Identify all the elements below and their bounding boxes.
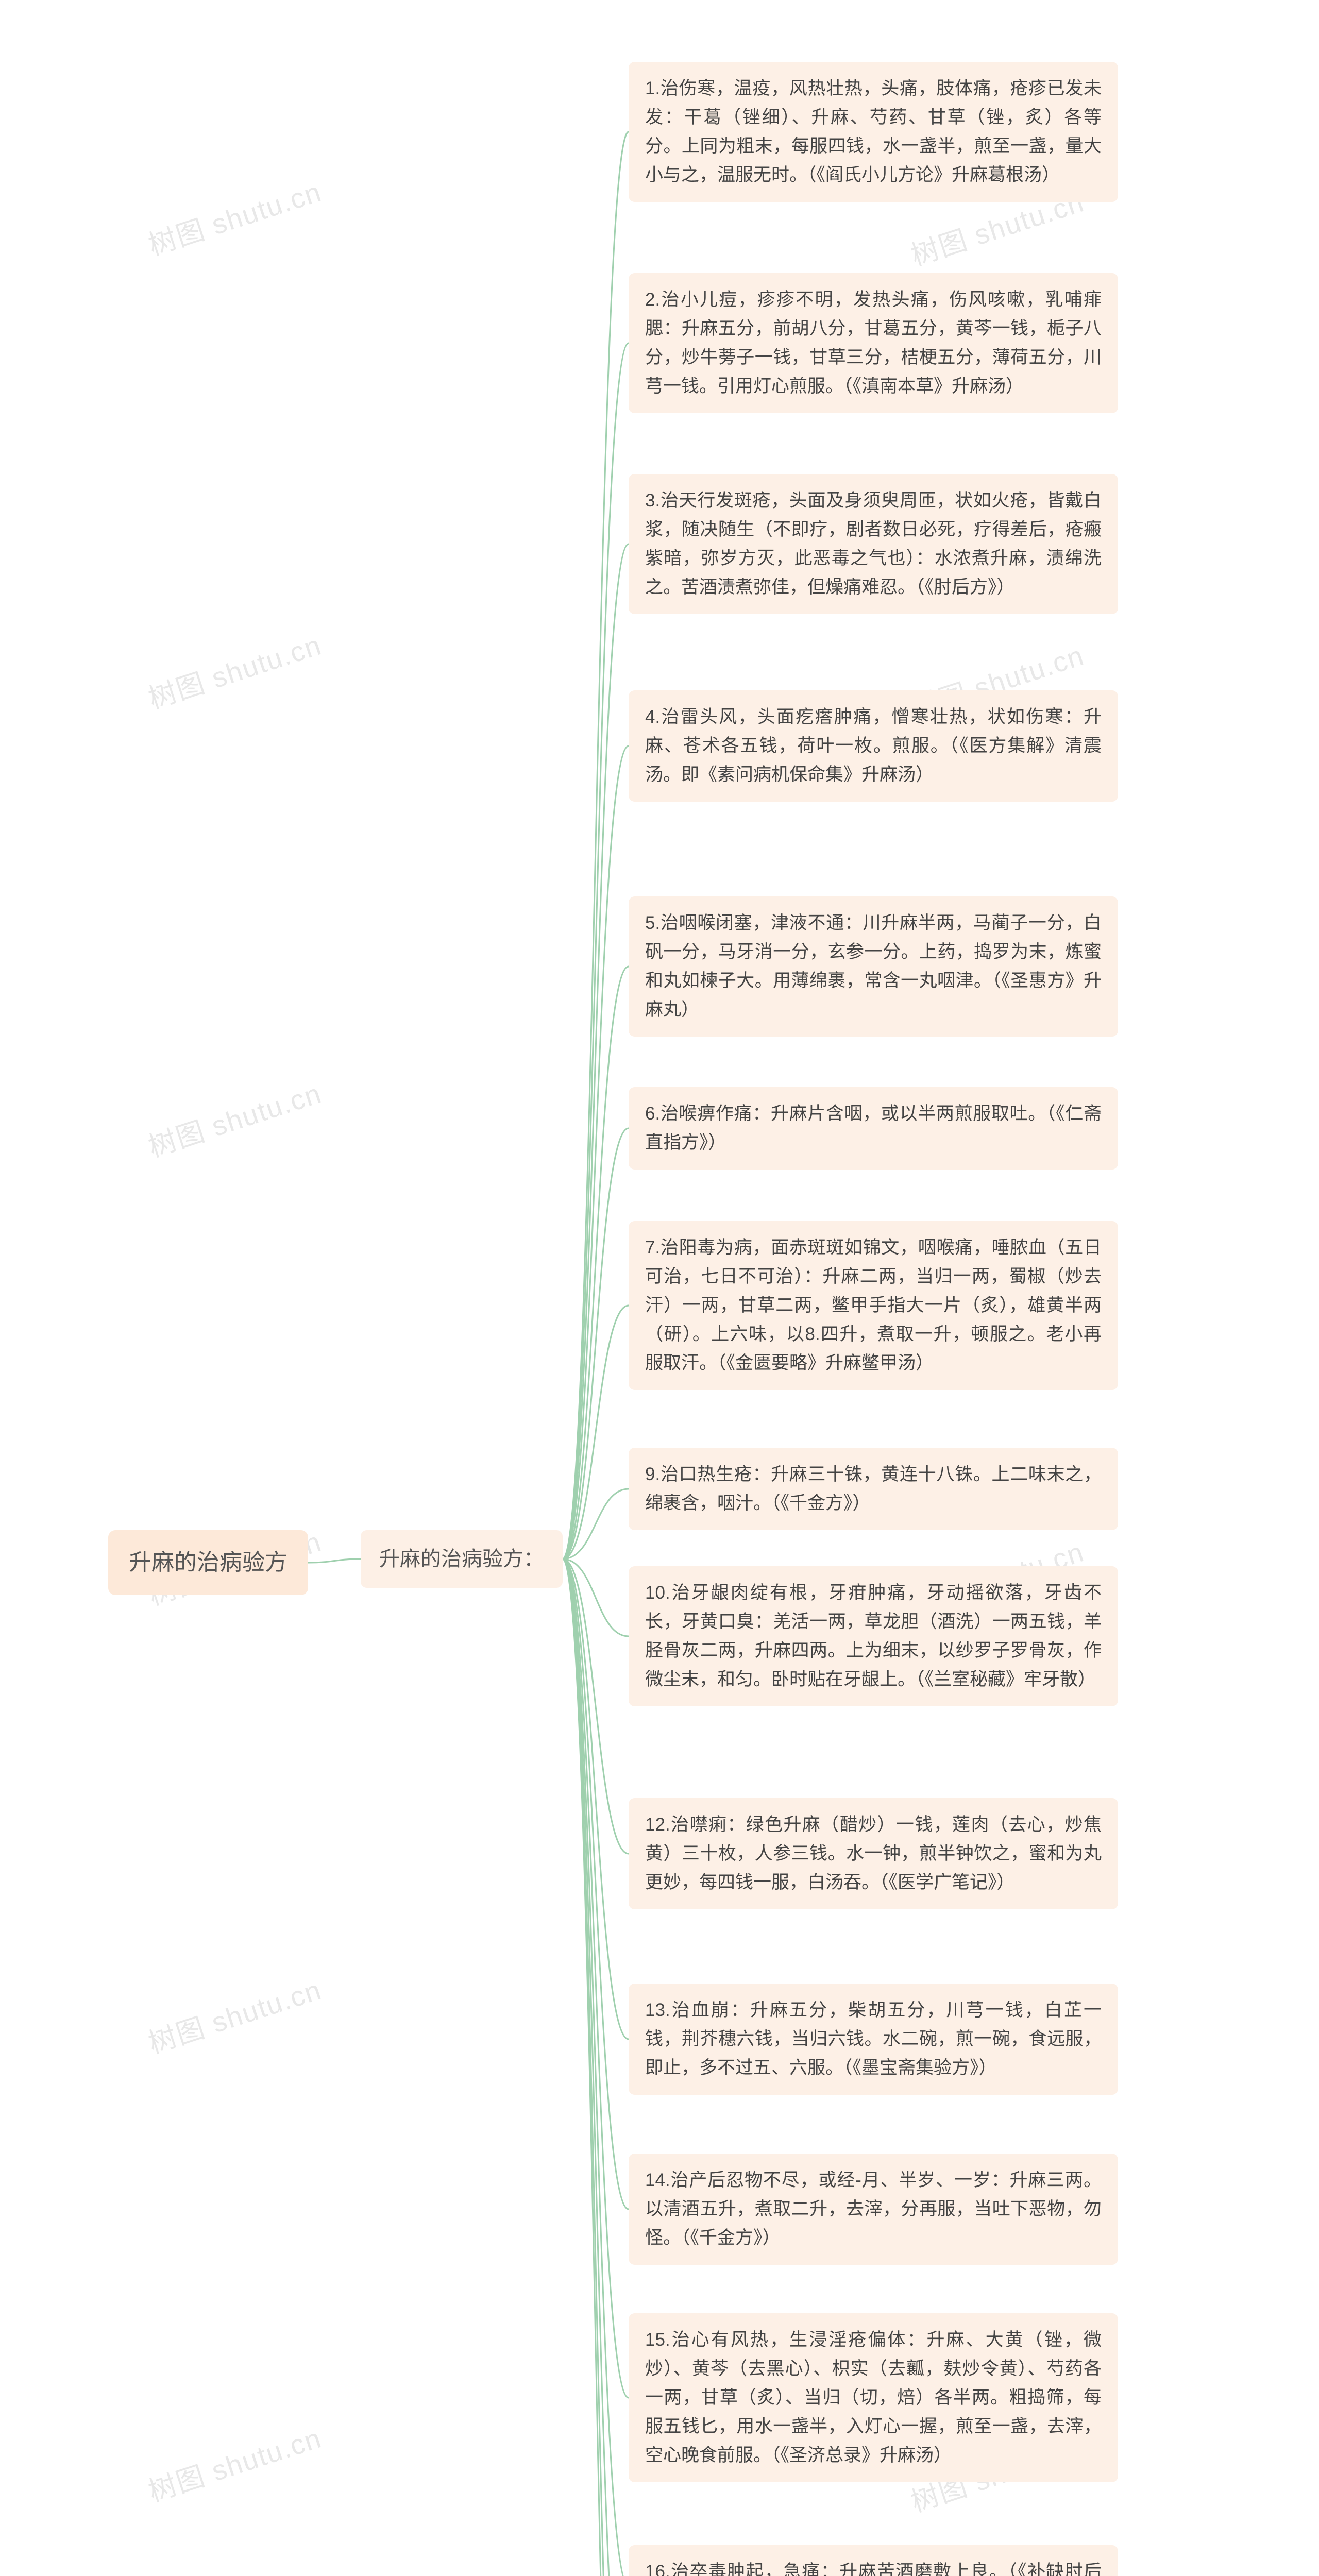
mindmap-leaf-node: 4.治雷头风，头面疙瘩肿痛，憎寒壮热，状如伤寒：升麻、苍术各五钱，荷叶一枚。煎服…: [629, 690, 1118, 802]
watermark-text: 树图 shutu.cn: [142, 1967, 326, 2061]
mindmap-leaf-node: 16.治卒毒肿起，急痛：升麻苦酒磨敷上良。（《补缺肘后方》）: [629, 2545, 1118, 2576]
watermark-text: 树图 shutu.cn: [142, 169, 326, 263]
mindmap-leaf-node: 9.治口热生疮：升麻三十铢，黄连十八铢。上二味末之，绵裹含，咽汁。（《千金方》）: [629, 1448, 1118, 1530]
mindmap-leaf-node: 5.治咽喉闭塞，津液不通：川升麻半两，马蔺子一分，白矾一分，马牙消一分，玄参一分…: [629, 896, 1118, 1037]
mindmap-mid-node: 升麻的治病验方：: [361, 1530, 563, 1588]
mindmap-leaf-node: 12.治噤痢：绿色升麻（醋炒）一钱，莲肉（去心，炒焦黄）三十枚，人参三钱。水一钟…: [629, 1798, 1118, 1909]
watermark-text: 树图 shutu.cn: [142, 1071, 326, 1165]
root-label: 升麻的治病验方: [129, 1550, 288, 1575]
mid-label: 升麻的治病验方：: [379, 1548, 544, 1570]
mindmap-leaf-node: 2.治小儿痘，疹疹不明，发热头痛，伤风咳嗽，乳哺痱腮：升麻五分，前胡八分，甘葛五…: [629, 273, 1118, 413]
mindmap-leaf-node: 10.治牙龈肉绽有根，牙疳肿痛，牙动摇欲落，牙齿不长，牙黄口臭：羌活一两，草龙胆…: [629, 1566, 1118, 1706]
mindmap-leaf-node: 6.治喉痹作痛：升麻片含咽，或以半两煎服取吐。（《仁斋直指方》）: [629, 1087, 1118, 1170]
watermark-text: 树图 shutu.cn: [142, 2415, 326, 2510]
mindmap-canvas: { "watermark_text": "树图 shutu.cn", "root…: [0, 0, 1319, 2576]
mindmap-leaf-node: 13.治血崩：升麻五分，柴胡五分，川芎一钱，白芷一钱，荆芥穗六钱，当归六钱。水二…: [629, 1984, 1118, 2095]
mindmap-leaf-node: 14.治产后忍物不尽，或经-月、半岁、一岁：升麻三两。以清酒五升，煮取二升，去滓…: [629, 2154, 1118, 2265]
mindmap-leaf-node: 3.治天行发斑疮，头面及身须臾周匝，状如火疮，皆戴白浆，随决随生（不即疗，剧者数…: [629, 474, 1118, 614]
mindmap-leaf-node: 7.治阳毒为病，面赤斑斑如锦文，咽喉痛，唾脓血（五日可治，七日不可治）：升麻二两…: [629, 1221, 1118, 1390]
mindmap-leaf-node: 15.治心有风热，生浸淫疮偏体：升麻、大黄（锉，微炒）、黄芩（去黑心）、枳实（去…: [629, 2313, 1118, 2482]
watermark-text: 树图 shutu.cn: [142, 622, 326, 717]
mindmap-root-node: 升麻的治病验方: [108, 1530, 308, 1595]
mindmap-leaf-node: 1.治伤寒，温疫，风热壮热，头痛，肢体痛，疮疹已发未发：干葛（锉细）、升麻、芍药…: [629, 62, 1118, 202]
